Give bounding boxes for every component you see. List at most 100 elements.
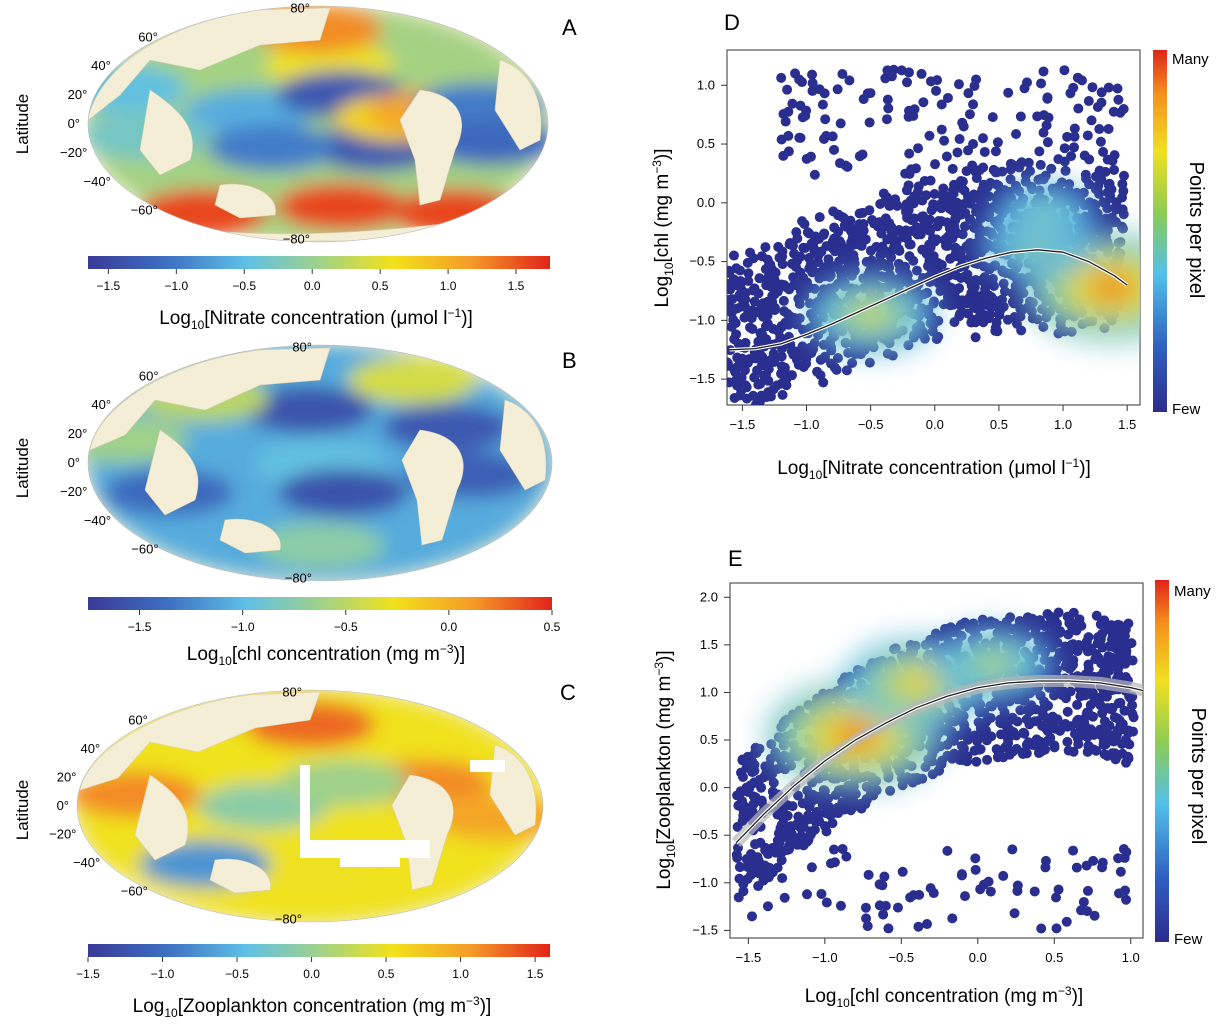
data-point: [787, 240, 798, 251]
data-point: [1019, 83, 1030, 94]
data-point: [764, 305, 775, 316]
data-point: [804, 228, 815, 239]
data-point: [1083, 96, 1094, 107]
data-point: [814, 273, 825, 284]
plot-e-legend-few: Few: [1174, 931, 1203, 948]
data-point: [965, 198, 976, 209]
data-point: [1120, 658, 1131, 669]
data-point: [954, 134, 965, 145]
data-point: [987, 273, 998, 284]
data-point: [1082, 746, 1093, 757]
data-point: [1091, 610, 1102, 621]
data-point: [754, 273, 765, 284]
data-point: [970, 332, 981, 343]
data-point: [786, 370, 797, 381]
data-point: [1119, 705, 1130, 716]
data-point: [1015, 111, 1026, 122]
data-point: [947, 163, 958, 174]
data-point: [812, 809, 823, 820]
data-point: [1060, 719, 1071, 730]
data-point: [827, 236, 838, 247]
data-point: [1051, 892, 1062, 903]
data-point: [776, 855, 787, 866]
data-point: [1103, 82, 1114, 93]
data-point: [783, 130, 794, 141]
colorbar-tick-label: −1.5: [76, 967, 100, 981]
data-point: [956, 869, 967, 880]
data-point: [997, 702, 1008, 713]
data-point: [769, 289, 780, 300]
data-point: [1051, 923, 1062, 934]
latitude-tick-label: −20°: [49, 826, 76, 841]
data-point: [1038, 110, 1049, 121]
data-point: [990, 146, 1001, 157]
latitude-tick-label: 40°: [91, 58, 111, 73]
data-point: [829, 144, 840, 155]
data-point: [807, 78, 818, 89]
colorbar-tick-label: −1.5: [97, 279, 121, 293]
data-point: [968, 279, 979, 290]
data-point: [1095, 136, 1106, 147]
data-point: [750, 747, 761, 758]
data-point: [1113, 94, 1124, 105]
data-point: [1096, 97, 1107, 108]
data-point: [982, 754, 993, 765]
data-point: [966, 317, 977, 328]
data-point: [814, 84, 825, 95]
data-point: [788, 272, 799, 283]
colorbar-tick-label: −1.5: [128, 620, 152, 634]
data-point: [756, 390, 767, 401]
colorbar-tick-label: 1.5: [527, 967, 544, 981]
data-point: [888, 197, 899, 208]
data-point: [772, 862, 783, 873]
data-point: [975, 744, 986, 755]
colorbar-tick-label: 0.0: [441, 620, 458, 634]
data-point: [1087, 82, 1098, 93]
density-region: [905, 676, 928, 690]
data-point: [1121, 640, 1132, 651]
data-point: [740, 301, 751, 312]
colorbar-tick-label: 0.0: [303, 967, 320, 981]
y-tick-label: −1.5: [689, 371, 715, 386]
data-point: [842, 266, 853, 277]
data-point: [774, 838, 785, 849]
data-point: [942, 845, 953, 856]
data-point: [983, 876, 994, 887]
data-point: [970, 864, 981, 875]
data-point: [804, 263, 815, 274]
data-point: [777, 246, 788, 257]
x-tick-label: 0.0: [969, 950, 987, 965]
data-point: [777, 389, 788, 400]
data-point: [829, 362, 840, 373]
data-point: [934, 765, 945, 776]
panel-c-letter: C: [560, 680, 576, 705]
data-point: [795, 815, 806, 826]
data-point: [1068, 607, 1079, 618]
data-point: [847, 232, 858, 243]
data-point: [783, 146, 794, 157]
data-point: [984, 209, 995, 220]
data-point: [1012, 279, 1023, 290]
data-point: [847, 358, 858, 369]
latitude-tick-label: 60°: [138, 29, 158, 44]
map-c-ylabel: Latitude: [13, 780, 32, 841]
data-point: [781, 380, 792, 391]
x-tick-label: −0.5: [858, 417, 884, 432]
data-point: [819, 133, 830, 144]
data-point: [980, 284, 991, 295]
data-point: [1082, 885, 1093, 896]
data-point: [1042, 608, 1053, 619]
data-point: [932, 221, 943, 232]
data-point: [1069, 123, 1080, 134]
data-point: [739, 803, 750, 814]
data-point: [879, 871, 890, 882]
data-point: [1112, 202, 1123, 213]
data-point: [972, 736, 983, 747]
data-point: [994, 751, 1005, 762]
data-point: [1042, 93, 1053, 104]
data-point: [905, 892, 916, 903]
data-point: [1098, 146, 1109, 157]
data-point: [958, 121, 969, 132]
data-point: [1007, 844, 1018, 855]
data-point: [1059, 65, 1070, 76]
